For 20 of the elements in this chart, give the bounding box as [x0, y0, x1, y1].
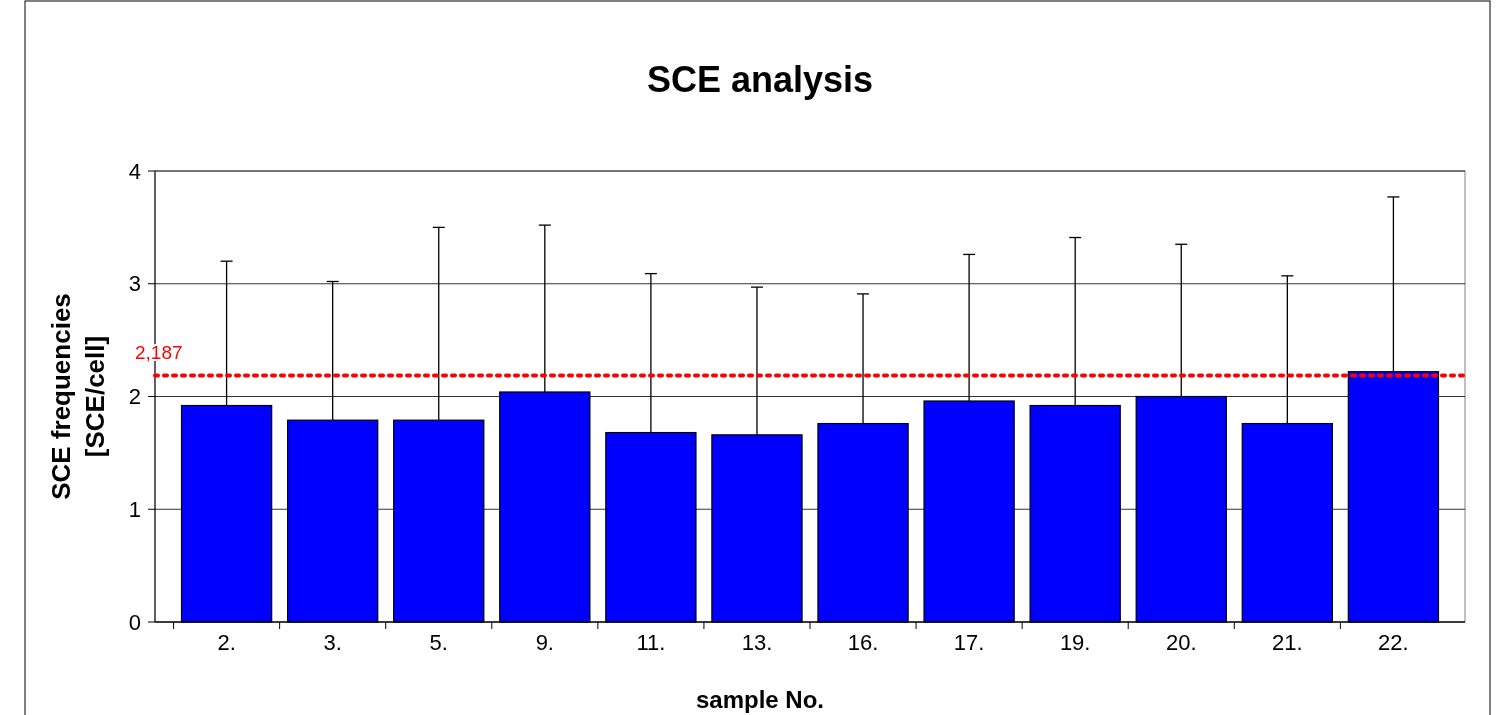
x-tick-label: 21.: [1272, 630, 1303, 655]
x-axis-title: sample No.: [695, 686, 825, 713]
x-tick-label: 13.: [741, 630, 773, 655]
x-tick-label: 20.: [1165, 630, 1197, 655]
x-tick-label: 22.: [1378, 630, 1409, 655]
x-tick-label: 19.: [1059, 630, 1091, 655]
chart-title: SCE analysis: [646, 59, 874, 100]
x-tick-label: 2.: [217, 630, 236, 655]
x-tick-label: 17.: [953, 630, 985, 655]
x-tick-label: 5.: [429, 630, 448, 655]
y-tick-label: 1: [128, 496, 141, 522]
x-tick-label: 9.: [535, 630, 554, 655]
y-tick-label: 4: [128, 158, 141, 184]
x-tick-label: 3.: [323, 630, 342, 655]
x-tick-label: 11.: [636, 630, 666, 655]
y-tick-label: 3: [128, 271, 141, 297]
y-tick-label: 2: [128, 384, 141, 410]
x-tick-label: 16.: [847, 630, 879, 655]
y-axis-title: SCE frequencies [SCE/cell]: [46, 293, 110, 500]
y-tick-label: 0: [128, 609, 141, 635]
